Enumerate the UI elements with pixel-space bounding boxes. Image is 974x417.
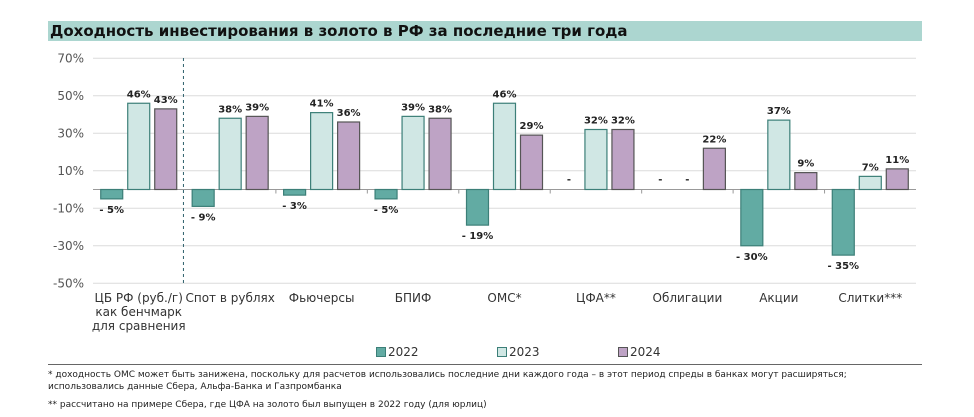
data-label: - 30% — [736, 252, 768, 263]
bar-2024 — [885, 168, 909, 191]
category-label: ЦБ РФ (руб./г) — [95, 291, 183, 305]
legend-swatch-2024 — [618, 347, 628, 357]
data-label: 22% — [702, 134, 726, 145]
data-label: 38% — [428, 104, 452, 115]
data-label: 32% — [584, 116, 608, 127]
data-label: - 3% — [282, 201, 307, 212]
bar-2023 — [401, 115, 425, 191]
data-label-missing: - — [658, 175, 662, 186]
category-label: Слитки*** — [838, 291, 902, 305]
bar-2022 — [191, 188, 215, 207]
y-tick-label: -10% — [53, 201, 84, 215]
data-label: 39% — [245, 102, 269, 113]
data-label: 43% — [154, 95, 178, 106]
divider — [48, 364, 922, 365]
data-label: - 5% — [99, 205, 124, 216]
legend-item-2024: 2024 — [618, 345, 661, 359]
bar-2022 — [283, 188, 307, 196]
bar-2024 — [337, 121, 361, 191]
category-label: Спот в рублях — [185, 291, 274, 305]
category-label: ЦФА** — [576, 291, 616, 305]
data-label: - 19% — [462, 231, 494, 242]
bar-2023 — [218, 117, 242, 191]
bar-2024 — [611, 128, 635, 191]
bar-2022 — [740, 188, 764, 247]
bar-2022 — [831, 188, 855, 256]
category-label: для сравнения — [92, 319, 186, 333]
legend-swatch-2022 — [376, 347, 386, 357]
bar-2024 — [245, 115, 269, 191]
data-label: 41% — [310, 99, 334, 110]
category-label: Облигации — [653, 291, 723, 305]
chart-title: Доходность инвестирования в золото в РФ … — [48, 21, 922, 41]
legend-label: 2023 — [509, 345, 540, 359]
y-tick-label: -30% — [53, 239, 84, 253]
category-label: как бенчмарк — [95, 305, 182, 319]
y-tick-label: 10% — [57, 164, 84, 178]
legend-item-2022: 2022 — [376, 345, 419, 359]
bar-2024 — [519, 134, 544, 191]
legend-swatch-2023 — [497, 347, 507, 357]
data-label: - 35% — [827, 261, 859, 272]
data-label: 37% — [767, 106, 791, 117]
category-label: Фьючерсы — [289, 291, 355, 305]
legend-label: 2024 — [630, 345, 661, 359]
data-label: 32% — [611, 116, 635, 127]
legend: 2022 2023 2024 — [0, 345, 974, 361]
bar-2022 — [374, 188, 398, 200]
bar-2023 — [767, 119, 791, 191]
category-label: ОМС* — [487, 291, 521, 305]
category-label: Акции — [759, 291, 798, 305]
bar-2023 — [127, 102, 151, 191]
bar-2024 — [794, 172, 818, 191]
bar-2022 — [465, 188, 490, 226]
bar-2023 — [584, 128, 608, 191]
data-label: 11% — [885, 155, 909, 166]
footnote-2: ** рассчитано на примере Сбера, где ЦФА … — [48, 400, 487, 410]
y-tick-label: 50% — [57, 89, 84, 103]
footnote-1: * доходность ОМС может быть занижена, по… — [48, 370, 847, 392]
bar-2023 — [858, 175, 882, 191]
y-tick-label: 70% — [57, 51, 84, 65]
data-label: 46% — [493, 89, 517, 100]
data-label: 29% — [520, 121, 544, 132]
bar-2023 — [310, 112, 334, 191]
bar-2023 — [492, 102, 517, 191]
data-label: - 9% — [191, 212, 216, 223]
category-label: БПИФ — [395, 291, 432, 305]
data-label: 39% — [401, 102, 425, 113]
bar-2024 — [702, 147, 726, 191]
data-label: 7% — [862, 162, 879, 173]
data-label: 38% — [218, 104, 242, 115]
y-tick-label: -50% — [53, 276, 84, 290]
data-label: 46% — [127, 89, 151, 100]
bar-chart: 70% 50% 30% 10% -10% -30% -50% ЦБ РФ (руб./г)ка… — [53, 51, 916, 333]
data-label: - 5% — [374, 205, 399, 216]
bar-2024 — [154, 108, 178, 191]
legend-item-2023: 2023 — [497, 345, 540, 359]
legend-label: 2022 — [388, 345, 419, 359]
bar-2022 — [100, 188, 124, 200]
bar-2024 — [428, 117, 452, 191]
y-tick-label: 30% — [57, 126, 84, 140]
data-label-missing: - — [685, 175, 689, 186]
data-label-missing: - — [567, 175, 571, 186]
data-label: 9% — [797, 159, 814, 170]
data-label: 36% — [337, 108, 361, 119]
